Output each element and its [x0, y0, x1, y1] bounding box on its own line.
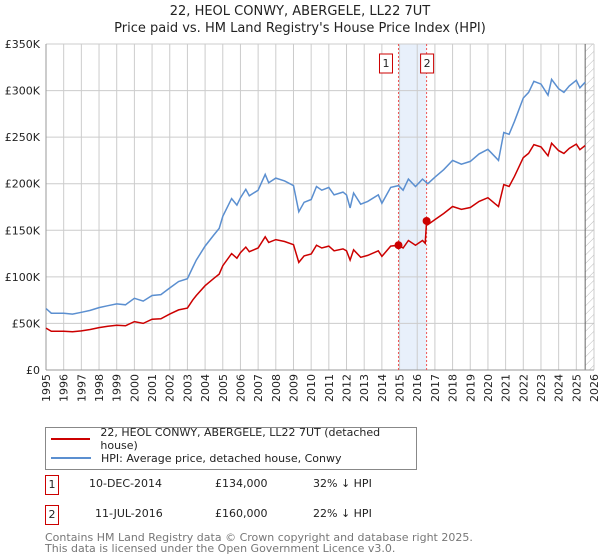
sale-diff: 32% ↓ HPI [313, 477, 372, 490]
legend-item-property: 22, HEOL CONWY, ABERGELE, LL22 7UT (deta… [51, 426, 416, 452]
x-tick-label: 2002 [164, 374, 177, 402]
x-tick-label: 2016 [411, 374, 424, 402]
x-tick-label: 2013 [358, 374, 371, 402]
x-tick-label: 1998 [93, 374, 106, 402]
x-tick-label: 2012 [341, 374, 354, 402]
legend-label-property: 22, HEOL CONWY, ABERGELE, LL22 7UT (deta… [100, 426, 381, 452]
chart-subtitle: Price paid vs. HM Land Registry's House … [114, 21, 486, 36]
x-tick-label: 2017 [429, 374, 442, 402]
footer-line-1: Contains HM Land Registry data © Crown c… [45, 531, 473, 544]
y-tick-label: £100K [5, 271, 41, 284]
sale-price: £134,000 [215, 477, 268, 490]
sale-marker-box [378, 53, 393, 74]
sale-point [422, 216, 431, 225]
x-tick-label: 2004 [199, 374, 212, 402]
x-tick-label: 2006 [234, 374, 247, 402]
x-tick-label: 2009 [287, 374, 300, 402]
y-tick-label: £250K [5, 131, 41, 144]
x-tick-label: 1996 [58, 374, 71, 402]
x-tick-label: 2000 [128, 374, 141, 402]
y-tick-label: £50K [12, 317, 41, 330]
footer-line-2: This data is licensed under the Open Gov… [45, 542, 396, 555]
sale-period-band [398, 44, 427, 370]
y-tick-label: £300K [5, 85, 41, 98]
x-tick-label: 2001 [146, 374, 159, 402]
x-tick-label: 2021 [500, 374, 513, 402]
x-tick-label: 2022 [517, 374, 530, 402]
x-tick-label: 1999 [111, 374, 124, 402]
plot-area: 1995 1996 1997 1998 1999 2000 2001 2002 2003 2004… [5, 38, 600, 402]
chart-title: 22, HEOL CONWY, ABERGELE, LL22 7UT [169, 4, 431, 19]
sale-diff: 22% ↓ HPI [313, 507, 372, 520]
x-tick-label: 2024 [553, 374, 566, 402]
sale-marker-box [420, 53, 435, 74]
x-tick-label: 2020 [482, 374, 495, 402]
x-tick-label: 1997 [75, 374, 88, 402]
legend-item-hpi: HPI: Average price, detached house, Conw… [51, 450, 342, 466]
x-tick-label: 2025 [570, 374, 583, 402]
x-tick-label: 2003 [181, 374, 194, 402]
y-tick-label: £0 [26, 364, 40, 377]
x-tick-label: 2015 [394, 374, 407, 402]
x-tick-label: 1995 [40, 374, 53, 402]
property-price-line [45, 141, 586, 333]
x-tick-label: 2019 [464, 374, 477, 402]
future-hatch-area [585, 44, 594, 370]
x-tick-label: 2018 [447, 374, 460, 402]
sale-number: 1 [45, 475, 59, 495]
x-tick-label: 2023 [535, 374, 548, 402]
legend-swatch-blue [51, 457, 91, 459]
x-tick-label: 2014 [376, 374, 389, 402]
sale-price: £160,000 [215, 507, 268, 520]
x-tick-label: 2008 [270, 374, 283, 402]
legend-swatch-red [51, 438, 91, 440]
sale-marker-label: 1 [382, 57, 389, 70]
sale-number: 2 [45, 505, 59, 525]
y-tick-label: £350K [5, 38, 41, 51]
hpi-line [45, 77, 586, 315]
sale-date: 11-JUL-2016 [95, 507, 163, 520]
x-tick-label: 2026 [588, 374, 600, 402]
legend: 22, HEOL CONWY, ABERGELE, LL22 7UT (deta… [45, 426, 417, 470]
sale-date: 10-DEC-2014 [89, 477, 163, 490]
y-tick-label: £150K [5, 224, 41, 237]
sale-marker-label: 2 [424, 57, 431, 70]
x-tick-label: 2010 [305, 374, 318, 402]
x-tick-label: 2005 [217, 374, 230, 402]
x-tick-label: 2011 [323, 374, 336, 402]
y-tick-label: £200K [5, 178, 41, 191]
sale-point [394, 241, 403, 250]
x-tick-label: 2007 [252, 374, 265, 402]
legend-label-hpi: HPI: Average price, detached house, Conw… [101, 451, 342, 465]
